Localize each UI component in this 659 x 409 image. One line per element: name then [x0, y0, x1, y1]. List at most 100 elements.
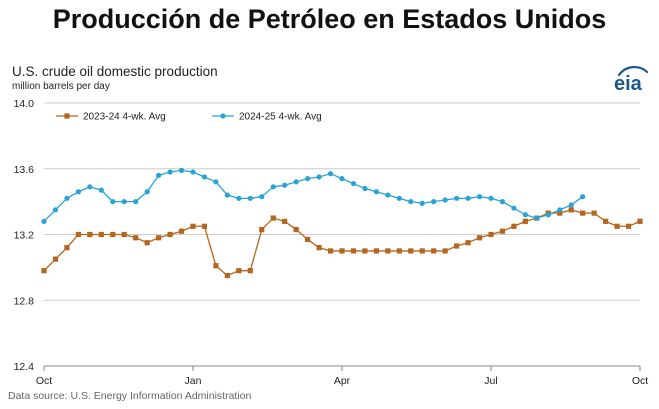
data-point [454, 195, 460, 201]
data-point [75, 231, 81, 238]
data-point [511, 223, 517, 229]
data-point [64, 195, 70, 201]
data-point [224, 272, 230, 279]
data-point [224, 192, 230, 198]
data-point [385, 248, 391, 254]
data-point [580, 194, 586, 200]
data-point [327, 171, 334, 177]
grid-lines [44, 102, 640, 367]
legend-marker [220, 113, 226, 119]
data-point [396, 195, 402, 201]
data-point [167, 231, 173, 238]
y-tick-label: 14.0 [14, 98, 35, 110]
data-point [293, 226, 299, 233]
legend-item: 2024-25 4-wk. Avg [212, 112, 322, 123]
data-point [316, 174, 322, 180]
legend-item: 2023-24 4-wk. Avg [56, 112, 166, 123]
data-point [499, 199, 506, 205]
data-point [213, 263, 219, 269]
data-point [580, 210, 586, 216]
legend-label: 2024-25 4-wk. Avg [239, 112, 322, 123]
data-point [178, 167, 185, 173]
data-point [350, 180, 357, 187]
source-note: Data source: U.S. Energy Information Adm… [8, 390, 252, 402]
data-point [270, 184, 276, 190]
data-point [247, 195, 253, 201]
data-point [190, 169, 196, 175]
data-point [476, 235, 483, 241]
chart-title: U.S. crude oil domestic production [12, 64, 218, 79]
data-point [488, 195, 494, 201]
data-point [350, 248, 357, 254]
data-point [408, 248, 414, 254]
data-point [133, 199, 139, 205]
data-point [568, 207, 574, 213]
data-point [156, 235, 162, 241]
y-tick-label: 13.6 [14, 164, 35, 176]
data-point [259, 194, 265, 200]
data-point [236, 195, 242, 201]
legend-label: 2023-24 4-wk. Avg [83, 112, 166, 123]
data-point [293, 179, 299, 185]
data-point [431, 199, 437, 205]
data-point [121, 199, 127, 205]
data-point [75, 189, 81, 195]
data-point [419, 200, 425, 206]
data-point [305, 176, 311, 182]
data-point [167, 169, 173, 175]
data-point [236, 268, 242, 274]
data-point [213, 179, 219, 185]
x-tick-label: Oct [36, 375, 52, 387]
data-point [373, 189, 379, 195]
chart-legend: 2023-24 4-wk. Avg 2024-25 4-wk. Avg [56, 112, 322, 123]
data-point [190, 223, 196, 229]
data-point [499, 228, 506, 234]
data-point [64, 245, 70, 251]
data-point [52, 207, 59, 213]
data-point [625, 223, 632, 229]
data-point [454, 243, 460, 249]
data-point [385, 192, 391, 198]
x-tick-label: Oct [632, 375, 648, 387]
data-point [431, 248, 437, 254]
data-point [557, 210, 563, 216]
eia-logo-text: eia [614, 73, 643, 94]
y-tick-label: 12.4 [14, 361, 35, 373]
data-point [522, 212, 528, 218]
data-point [201, 174, 208, 180]
data-point [488, 231, 494, 238]
x-tick-label: Jul [484, 375, 497, 387]
data-point [98, 231, 104, 238]
data-point [339, 248, 345, 254]
series-0 [41, 207, 643, 279]
y-tick-label: 12.8 [14, 295, 35, 307]
data-point [133, 235, 139, 241]
x-tick-label: Jan [185, 375, 202, 387]
data-point [259, 226, 265, 233]
data-point [282, 218, 288, 224]
data-point [637, 218, 643, 224]
data-point [568, 202, 574, 208]
chart-series [41, 167, 643, 279]
data-point [442, 197, 448, 203]
data-point [339, 176, 345, 182]
data-point [110, 231, 116, 238]
data-point [247, 268, 253, 274]
data-point [557, 207, 563, 213]
data-point [41, 268, 47, 274]
data-point [465, 195, 471, 201]
data-point [373, 248, 379, 254]
data-point [144, 240, 150, 246]
data-point [511, 205, 517, 211]
data-point [87, 184, 93, 190]
page-headline: Producción de Petróleo en Estados Unidos [52, 4, 607, 34]
data-point [305, 236, 311, 243]
eia-logo: eia [614, 66, 649, 94]
x-tick-label: Apr [334, 375, 351, 387]
data-point [396, 248, 402, 254]
series-line [43, 209, 641, 277]
series-line [43, 169, 584, 222]
data-point [110, 199, 116, 205]
data-point [201, 223, 208, 229]
